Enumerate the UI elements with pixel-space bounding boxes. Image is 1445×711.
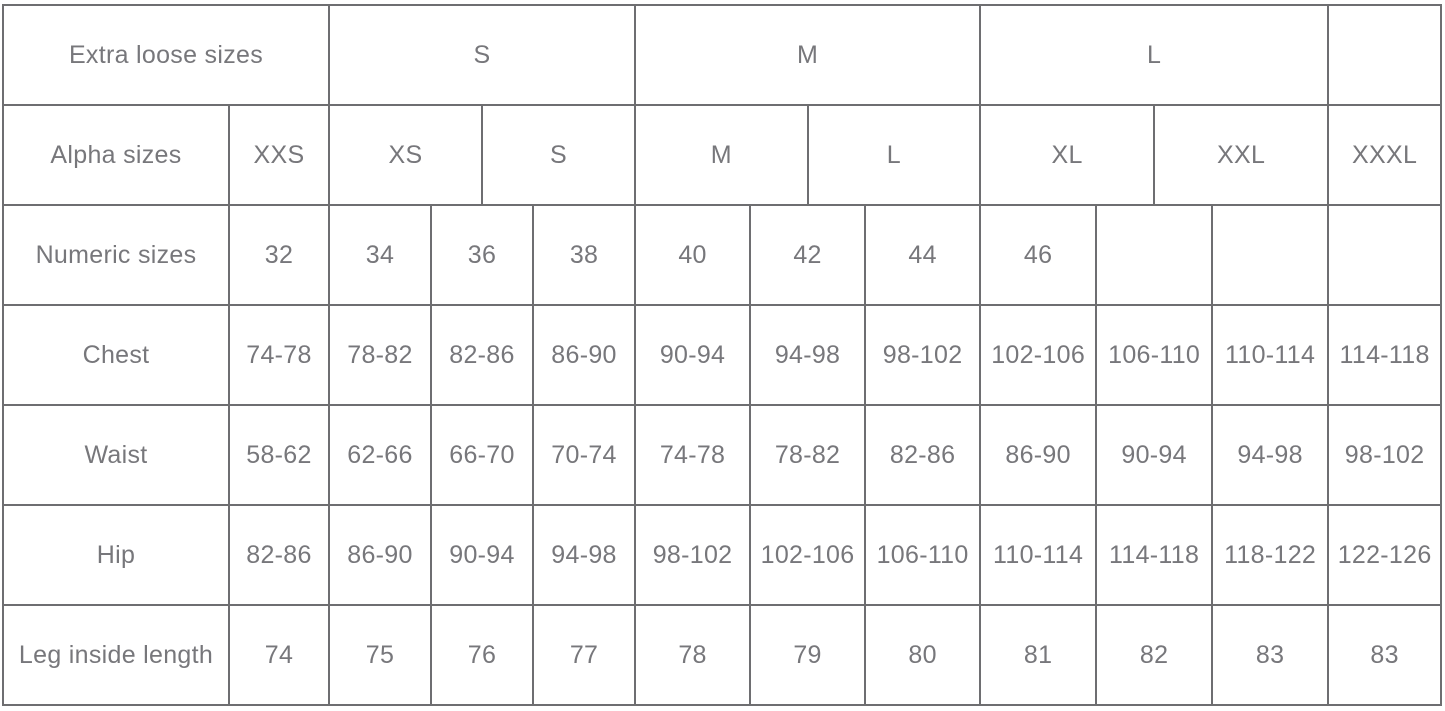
alpha-size-xxl: XXL [1153, 104, 1330, 206]
extra-loose-group-m: M [634, 4, 982, 106]
alpha-size-xl: XL [979, 104, 1156, 206]
numeric-size-cell: 36 [430, 204, 534, 306]
leg-length-cell: 74 [228, 604, 330, 706]
row-waist: Waist 58-62 62-66 66-70 70-74 74-78 78-8… [2, 404, 1443, 506]
numeric-size-cell: 38 [531, 204, 637, 306]
row-leg-inside-length: Leg inside length 74 75 76 77 78 79 80 8… [2, 604, 1443, 706]
waist-range-cell: 74-78 [634, 404, 752, 506]
extra-loose-sizes-label: Extra loose sizes [2, 4, 330, 106]
numeric-size-cell [1211, 204, 1330, 306]
chest-range-cell: 98-102 [864, 304, 982, 406]
leg-inside-length-label: Leg inside length [2, 604, 230, 706]
chest-range-cell: 106-110 [1095, 304, 1214, 406]
hip-label: Hip [2, 504, 230, 606]
alpha-size-l: L [806, 104, 982, 206]
numeric-size-cell [1327, 204, 1443, 306]
hip-range-cell: 102-106 [749, 504, 867, 606]
chest-range-cell: 110-114 [1211, 304, 1330, 406]
chest-range-cell: 86-90 [531, 304, 637, 406]
hip-range-cell: 122-126 [1327, 504, 1443, 606]
chest-range-cell: 90-94 [634, 304, 752, 406]
row-extra-loose-sizes: Extra loose sizes S M L [2, 4, 1443, 106]
waist-label: Waist [2, 404, 230, 506]
alpha-size-xs: XS [328, 104, 483, 206]
row-numeric-sizes: Numeric sizes 32 34 36 38 40 42 44 46 [2, 204, 1443, 306]
chest-range-cell: 102-106 [979, 304, 1098, 406]
leg-length-cell: 77 [531, 604, 637, 706]
waist-range-cell: 82-86 [864, 404, 982, 506]
leg-length-cell: 80 [864, 604, 982, 706]
leg-length-cell: 79 [749, 604, 867, 706]
chest-range-cell: 82-86 [430, 304, 534, 406]
hip-range-cell: 98-102 [634, 504, 752, 606]
waist-range-cell: 98-102 [1327, 404, 1443, 506]
waist-range-cell: 58-62 [228, 404, 330, 506]
waist-range-cell: 78-82 [749, 404, 867, 506]
alpha-size-s: S [480, 104, 637, 206]
extra-loose-group-empty [1327, 4, 1443, 106]
leg-length-cell: 75 [328, 604, 432, 706]
leg-length-cell: 76 [430, 604, 534, 706]
alpha-size-xxs: XXS [228, 104, 330, 206]
numeric-size-cell: 40 [634, 204, 752, 306]
waist-range-cell: 90-94 [1095, 404, 1214, 506]
numeric-size-cell: 32 [228, 204, 330, 306]
numeric-size-cell [1095, 204, 1214, 306]
hip-range-cell: 90-94 [430, 504, 534, 606]
alpha-size-m: M [634, 104, 809, 206]
numeric-size-cell: 46 [979, 204, 1098, 306]
row-chest: Chest 74-78 78-82 82-86 86-90 90-94 94-9… [2, 304, 1443, 406]
numeric-size-cell: 44 [864, 204, 982, 306]
hip-range-cell: 86-90 [328, 504, 432, 606]
hip-range-cell: 114-118 [1095, 504, 1214, 606]
numeric-sizes-label: Numeric sizes [2, 204, 230, 306]
chest-range-cell: 94-98 [749, 304, 867, 406]
waist-range-cell: 62-66 [328, 404, 432, 506]
row-alpha-sizes: Alpha sizes XXS XS S M L XL XXL XXXL [2, 104, 1443, 206]
leg-length-cell: 81 [979, 604, 1098, 706]
waist-range-cell: 70-74 [531, 404, 637, 506]
leg-length-cell: 83 [1327, 604, 1443, 706]
numeric-size-cell: 42 [749, 204, 867, 306]
leg-length-cell: 82 [1095, 604, 1214, 706]
chest-range-cell: 74-78 [228, 304, 330, 406]
leg-length-cell: 78 [634, 604, 752, 706]
extra-loose-group-l: L [979, 4, 1330, 106]
hip-range-cell: 82-86 [228, 504, 330, 606]
hip-range-cell: 110-114 [979, 504, 1098, 606]
leg-length-cell: 83 [1211, 604, 1330, 706]
extra-loose-group-s: S [327, 4, 637, 106]
alpha-sizes-label: Alpha sizes [2, 104, 230, 206]
hip-range-cell: 94-98 [531, 504, 637, 606]
size-chart-table: Extra loose sizes S M L Alpha sizes XXS … [2, 4, 1443, 706]
hip-range-cell: 106-110 [864, 504, 982, 606]
waist-range-cell: 66-70 [430, 404, 534, 506]
row-hip: Hip 82-86 86-90 90-94 94-98 98-102 102-1… [2, 504, 1443, 606]
waist-range-cell: 94-98 [1211, 404, 1330, 506]
alpha-size-xxxl: XXXL [1327, 104, 1443, 206]
waist-range-cell: 86-90 [979, 404, 1098, 506]
numeric-size-cell: 34 [328, 204, 432, 306]
chest-label: Chest [2, 304, 230, 406]
chest-range-cell: 78-82 [328, 304, 432, 406]
hip-range-cell: 118-122 [1211, 504, 1330, 606]
chest-range-cell: 114-118 [1327, 304, 1443, 406]
